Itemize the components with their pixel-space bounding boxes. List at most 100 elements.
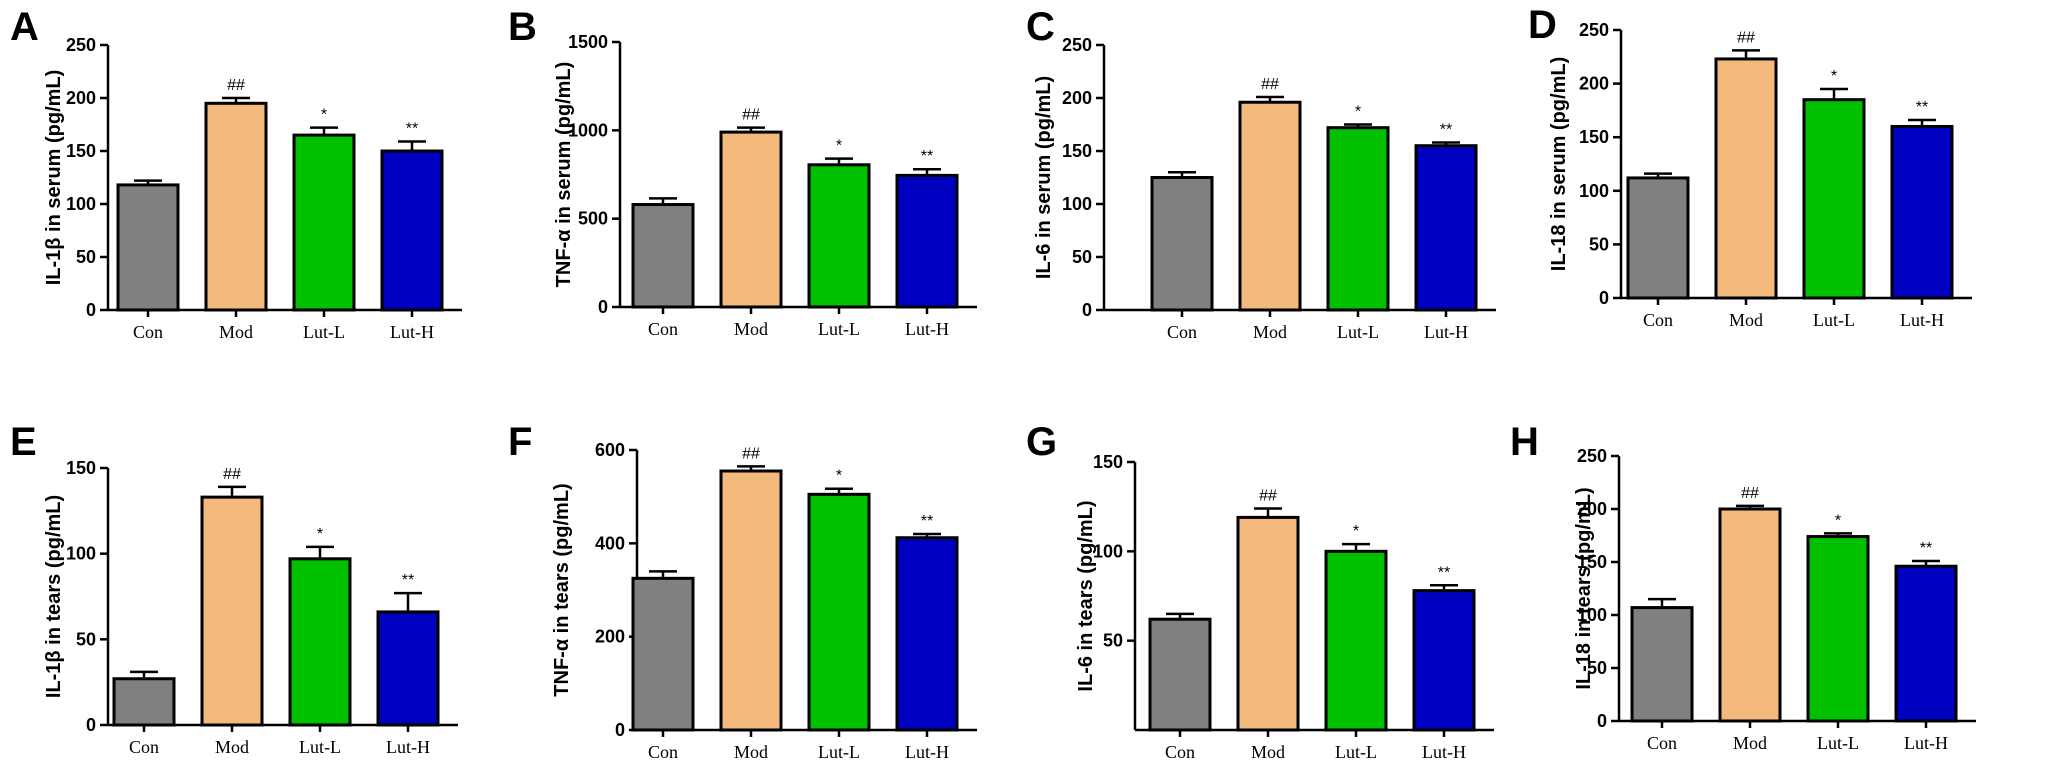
y-axis-label: TNF-α in serum (pg/mL) bbox=[553, 62, 575, 288]
y-tick-label: 200 bbox=[1062, 88, 1092, 108]
y-axis-label: TNF-α in tears (pg/mL) bbox=[551, 483, 573, 696]
panel-h: H IL-18 in tears (pg/mL) 0 50 100 150 200 250 Co… bbox=[1510, 420, 1976, 753]
x-tick-label: Lut-H bbox=[905, 319, 949, 339]
significance-label: * bbox=[1355, 104, 1361, 121]
significance-label: ## bbox=[742, 107, 760, 124]
bar-lut-h bbox=[1894, 564, 1958, 723]
x-tick-label: Lut-H bbox=[386, 737, 430, 757]
bar-con bbox=[631, 203, 695, 309]
y-tick-label: 250 bbox=[66, 35, 96, 55]
y-tick-label: 200 bbox=[1577, 499, 1607, 519]
significance-label: * bbox=[836, 138, 842, 155]
x-tick-label: Mod bbox=[734, 742, 768, 762]
y-tick-label: 0 bbox=[86, 300, 96, 320]
y-tick-label: 50 bbox=[1587, 658, 1607, 678]
x-tick-label: Con bbox=[129, 737, 159, 757]
significance-label: ** bbox=[406, 120, 418, 137]
bar-mod bbox=[200, 495, 264, 727]
x-tick-label: Mod bbox=[219, 322, 253, 342]
bar-mod bbox=[719, 130, 783, 309]
x-tick-label: Mod bbox=[215, 737, 249, 757]
bar-lut-h bbox=[1890, 124, 1954, 300]
bar-lut-l bbox=[1802, 98, 1866, 300]
bar-con bbox=[116, 183, 180, 312]
y-tick-label: 150 bbox=[66, 458, 96, 478]
panel-b: B TNF-α in serum (pg/mL) 0 500 1000 1500 Con Mo… bbox=[508, 5, 977, 339]
x-tick-label: Lut-H bbox=[1424, 322, 1468, 342]
x-tick-label: Con bbox=[648, 319, 678, 339]
bar-lut-h bbox=[380, 149, 444, 312]
bar-mod bbox=[1238, 100, 1302, 312]
significance-label: ** bbox=[1920, 540, 1932, 557]
x-tick-label: Mod bbox=[1733, 733, 1767, 753]
bar-lut-l bbox=[807, 163, 871, 309]
x-tick-label: Lut-L bbox=[818, 319, 860, 339]
y-tick-label: 50 bbox=[1589, 234, 1609, 254]
y-axis-label: IL-1β in tears (pg/mL) bbox=[43, 495, 65, 698]
bar-lut-h bbox=[1412, 589, 1476, 732]
significance-label: * bbox=[836, 468, 842, 485]
y-tick-label: 100 bbox=[1062, 194, 1092, 214]
y-tick-label: 150 bbox=[1062, 141, 1092, 161]
significance-label: ## bbox=[1261, 76, 1279, 93]
bar-lut-h bbox=[895, 536, 959, 732]
bar-mod bbox=[1236, 515, 1300, 732]
x-tick-label: Lut-L bbox=[299, 737, 341, 757]
y-tick-label: 150 bbox=[66, 141, 96, 161]
y-tick-label: 0 bbox=[598, 297, 608, 317]
x-tick-label: Lut-L bbox=[1813, 310, 1855, 330]
significance-label: ## bbox=[227, 77, 245, 94]
panel-letter: B bbox=[508, 5, 537, 49]
y-tick-label: 600 bbox=[595, 440, 625, 460]
significance-label: ** bbox=[1438, 564, 1450, 581]
panel-letter: D bbox=[1528, 3, 1557, 47]
significance-label: ** bbox=[1916, 99, 1928, 116]
significance-label: ** bbox=[1440, 122, 1452, 139]
y-axis-label: IL-18 in serum (pg/mL) bbox=[1548, 57, 1570, 271]
y-tick-label: 400 bbox=[595, 533, 625, 553]
bar-lut-h bbox=[1414, 144, 1478, 312]
y-tick-label: 250 bbox=[1577, 446, 1607, 466]
y-tick-label: 200 bbox=[66, 88, 96, 108]
y-tick-label: 50 bbox=[76, 247, 96, 267]
x-tick-label: Con bbox=[648, 742, 678, 762]
significance-label: * bbox=[321, 107, 327, 124]
bar-lut-l bbox=[1806, 535, 1870, 723]
y-tick-label: 200 bbox=[1579, 74, 1609, 94]
significance-label: ** bbox=[921, 513, 933, 530]
x-tick-label: Lut-H bbox=[905, 742, 949, 762]
y-tick-label: 50 bbox=[76, 629, 96, 649]
x-tick-label: Con bbox=[133, 322, 163, 342]
y-tick-label: 0 bbox=[1082, 300, 1092, 320]
y-tick-label: 100 bbox=[1579, 181, 1609, 201]
panel-letter: H bbox=[1510, 420, 1539, 464]
significance-label: * bbox=[1835, 512, 1841, 529]
x-tick-label: Con bbox=[1647, 733, 1677, 753]
x-tick-label: Mod bbox=[1253, 322, 1287, 342]
significance-label: * bbox=[317, 526, 323, 543]
y-tick-label: 0 bbox=[86, 715, 96, 735]
significance-label: * bbox=[1831, 68, 1837, 85]
bar-con bbox=[112, 677, 176, 727]
x-tick-label: Lut-H bbox=[1904, 733, 1948, 753]
y-tick-label: 1500 bbox=[568, 32, 608, 52]
x-tick-label: Mod bbox=[734, 319, 768, 339]
panel-letter: F bbox=[508, 420, 532, 464]
y-tick-label: 500 bbox=[578, 209, 608, 229]
bar-lut-h bbox=[376, 610, 440, 727]
y-tick-label: 100 bbox=[1093, 541, 1123, 561]
y-tick-label: 100 bbox=[66, 194, 96, 214]
significance-label: ## bbox=[1737, 29, 1755, 46]
panel-d: D IL-18 in serum (pg/mL) 0 50 100 150 200 250 Co… bbox=[1528, 3, 1972, 330]
significance-label: ## bbox=[742, 445, 760, 462]
bar-con bbox=[1626, 176, 1690, 300]
panel-g: G IL-6 in tears (pg/mL) 50 100 150 Con Mod ## Lu… bbox=[1026, 420, 1494, 762]
y-axis-label: IL-6 in tears (pg/mL) bbox=[1075, 500, 1097, 691]
bar-con bbox=[1150, 176, 1214, 312]
y-tick-label: 50 bbox=[1072, 247, 1092, 267]
panel-a: AIL-1β in serum (pg/mL) 0 50 100 150 200 250 Co… bbox=[10, 5, 462, 342]
x-tick-label: Lut-H bbox=[1422, 742, 1466, 762]
panel-letter: E bbox=[10, 420, 37, 464]
panel-c: C IL-6 in serum (pg/mL) 0 50 100 150 200 250 Con… bbox=[1026, 5, 1496, 342]
panel-e: E IL-1β in tears (pg/mL) 0 50 100 150 Con Mod ##… bbox=[10, 420, 458, 757]
